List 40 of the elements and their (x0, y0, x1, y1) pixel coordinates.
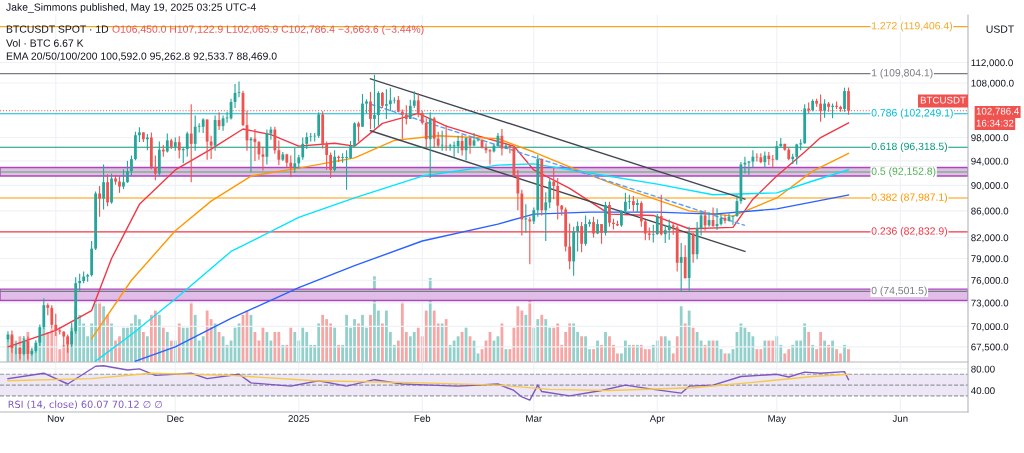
ref-line-label: 0.5 (92,152.8) (871, 167, 936, 177)
ref-line-label: 0 (74,501.5) (871, 286, 927, 297)
y-tick-label: 40.00 (971, 387, 995, 395)
annotation: BTCUSDT (920, 96, 966, 104)
x-tick-label: May (768, 415, 786, 424)
ref-line-label: 0.236 (82,832.9) (871, 227, 947, 237)
y-tick-label: 112,000.0 (971, 59, 1013, 68)
x-tick-label: Mar (526, 415, 543, 422)
ref-line-label: 1.272 (119,406.4) (871, 21, 953, 32)
annotation: O106,450.0 H107,122.9 L102,065.9 C102,786.4 −3,663.6 (−3.44%) (112, 25, 424, 35)
x-tick-label: 2025 (288, 415, 310, 422)
x-tick-label: Nov (47, 415, 65, 422)
y-tick-label: 73,000.0 (971, 299, 1009, 308)
y-tick-label: 86,000.0 (971, 207, 1009, 216)
text: 16:34:32 (976, 119, 1014, 127)
x-tick-label: Jun (892, 415, 908, 422)
annotation: EMA 20/50/100/200 100,592.0 95,262.8 92,533.7 88,469.0 (6, 52, 277, 62)
y-tick-label: 98,000.0 (971, 134, 1009, 143)
annotation: Vol · BTC 6.67 K (6, 39, 84, 47)
y-axis-title: USDT (986, 25, 1014, 33)
y-tick-label: 108,000.0 (971, 79, 1014, 88)
ref-line-label: 1 (109,804.1) (871, 68, 933, 79)
annotation: RSI (14, close) 60.07 70.12 ∅ ∅ (8, 400, 163, 410)
y-tick-label: 70,000.0 (971, 323, 1009, 332)
y-tick-label: 90,000.0 (971, 182, 1009, 191)
text: 102,786.4 (976, 107, 1019, 116)
y-tick-label: 79,000.0 (971, 255, 1009, 264)
y-tick-label: 67,500.0 (971, 343, 1009, 352)
ref-line-label: 0.618 (96,318.5) (871, 142, 947, 153)
text: BTCUSDT SPOT · 1D (6, 25, 109, 33)
y-tick-label: 94,000.0 (971, 157, 1009, 166)
y-tick-label: 80.00 (971, 365, 995, 373)
x-tick-label: Feb (414, 414, 431, 422)
y-tick-label: 82,000.0 (971, 234, 1009, 243)
text: Jake_Simmons published, May 19, 2025 03:25 UTC-4 (6, 3, 256, 13)
y-tick-label: 76,000.0 (971, 276, 1009, 286)
ref-line-label: 0.382 (87,987.1) (871, 193, 947, 203)
x-tick-label: Dec (167, 415, 184, 422)
x-tick-label: Apr (649, 415, 665, 424)
ref-line-label: 0.786 (102,249.1) (871, 108, 953, 119)
